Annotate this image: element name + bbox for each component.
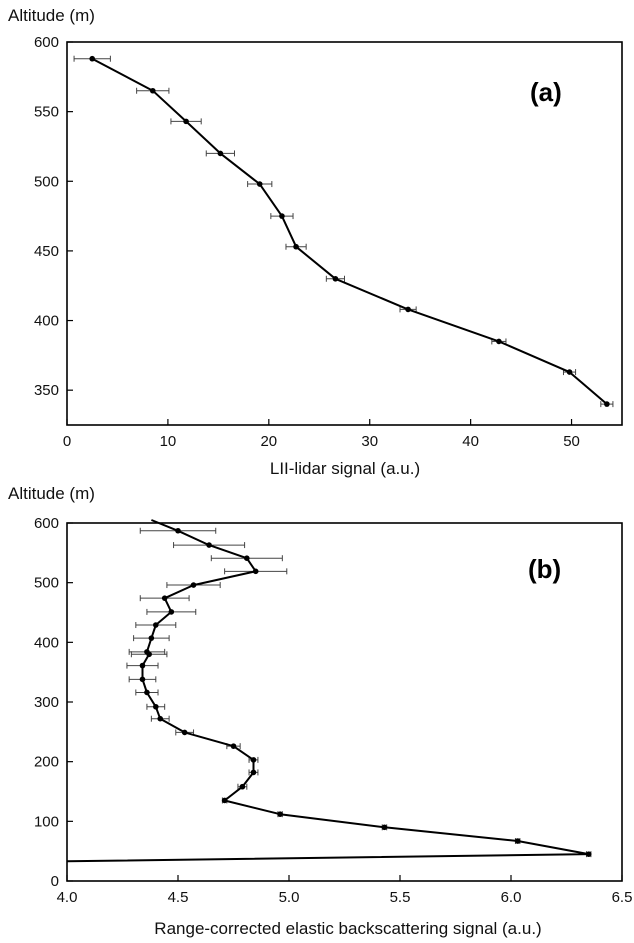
panel-a-x-tick-label: 10: [160, 433, 177, 450]
panel-b-x-axis-label: Range-corrected elastic backscattering s…: [154, 919, 541, 938]
panel-a-x-tick-label: 40: [462, 433, 479, 450]
data-point: [604, 401, 610, 407]
data-point: [148, 635, 155, 641]
data-point: [250, 769, 257, 776]
panel-a-y-tick-label: 400: [34, 313, 59, 330]
data-point: [217, 150, 224, 157]
panel-a-y-tick-label: 600: [34, 34, 59, 51]
data-point: [139, 676, 146, 683]
panel-a-x-ticks: 0 10 20 30 40 50: [63, 419, 580, 450]
data-point: [239, 783, 246, 790]
panel-b-x-tick-label: 4.0: [57, 889, 78, 906]
panel-a-y-tick-label: 450: [34, 243, 59, 260]
panel-b-x-tick-label: 6.5: [612, 889, 633, 906]
panel-a-x-axis-label: LII-lidar signal (a.u.): [270, 459, 420, 478]
data-point: [279, 213, 285, 219]
panel-a-x-tick-label: 50: [563, 433, 580, 450]
panel-b-series-line: [66, 519, 590, 863]
panel-b-data-points: [139, 527, 592, 857]
panel-a-y-tick-label: 350: [34, 382, 59, 399]
panel-b-y-axis-label: Altitude (m): [8, 484, 95, 503]
panel-a-y-ticks: 350 400 450 500 550 600: [34, 34, 73, 399]
data-point: [566, 369, 573, 375]
data-point: [175, 527, 181, 534]
panel-a-x-tick-label: 0: [63, 433, 71, 450]
data-point: [183, 118, 189, 125]
panel-b-y-tick-label: 600: [34, 515, 59, 532]
data-point: [139, 662, 146, 669]
panel-b-x-tick-label: 4.5: [168, 889, 189, 906]
data-point: [146, 651, 152, 658]
panel-b-x-tick-label: 5.5: [390, 889, 411, 906]
panel-a-plot-frame: [66, 41, 623, 426]
panel-b-label: (b): [528, 554, 561, 584]
panel-b-y-tick-label: 200: [34, 754, 59, 771]
data-point: [153, 622, 159, 628]
data-point: [153, 703, 159, 710]
data-point: [168, 609, 175, 615]
panel-b-x-ticks: 4.0 4.5 5.0 5.5 6.0 6.5: [57, 875, 633, 906]
data-point: [144, 689, 150, 696]
data-point: [190, 582, 197, 588]
data-point: [256, 181, 263, 187]
panel-b-y-tick-label: 0: [51, 873, 59, 890]
panel-b-y-tick-label: 300: [34, 694, 59, 711]
data-point: [206, 542, 212, 548]
data-point: [89, 55, 96, 62]
data-point: [514, 838, 521, 844]
data-point: [157, 715, 164, 722]
panel-a-error-bars: [73, 55, 614, 408]
data-point: [405, 306, 411, 313]
data-point: [244, 555, 250, 562]
panel-a-series-line: [91, 57, 608, 405]
data-point: [381, 824, 388, 831]
panel-a-y-tick-label: 500: [34, 173, 59, 190]
data-point: [161, 595, 168, 601]
panel-a-y-tick-label: 550: [34, 104, 59, 121]
panel-a-x-tick-label: 20: [260, 433, 277, 450]
panel-b-x-tick-label: 6.0: [501, 889, 522, 906]
data-point: [252, 568, 259, 575]
data-point: [332, 275, 339, 282]
panel-b: Altitude (m) 4.0 4.5 5.0 5.5 6.0 6.5 0 100 200 3…: [8, 484, 632, 938]
panel-b-y-ticks: 0 100 200 300 400 500 600: [34, 515, 73, 890]
data-point: [149, 87, 156, 94]
data-point: [250, 757, 257, 763]
data-point: [221, 797, 228, 804]
panel-b-y-tick-label: 500: [34, 575, 59, 592]
data-point: [293, 243, 299, 250]
data-point: [496, 338, 502, 345]
panel-a-label: (a): [530, 77, 562, 107]
panel-a: Altitude (m) 0 10 20 30 40 50 350 400 450 500 550…: [8, 6, 623, 478]
panel-a-data-points: [89, 55, 610, 407]
panel-b-error-bars: [126, 527, 592, 858]
panel-a-x-tick-label: 30: [361, 433, 378, 450]
data-point: [277, 811, 283, 817]
data-point: [585, 851, 592, 857]
panel-b-y-tick-label: 400: [34, 634, 59, 651]
panel-b-y-tick-label: 100: [34, 813, 59, 830]
data-point: [181, 729, 188, 736]
panel-b-x-tick-label: 5.0: [279, 889, 300, 906]
data-point: [230, 743, 237, 749]
panel-a-y-axis-label: Altitude (m): [8, 6, 95, 25]
